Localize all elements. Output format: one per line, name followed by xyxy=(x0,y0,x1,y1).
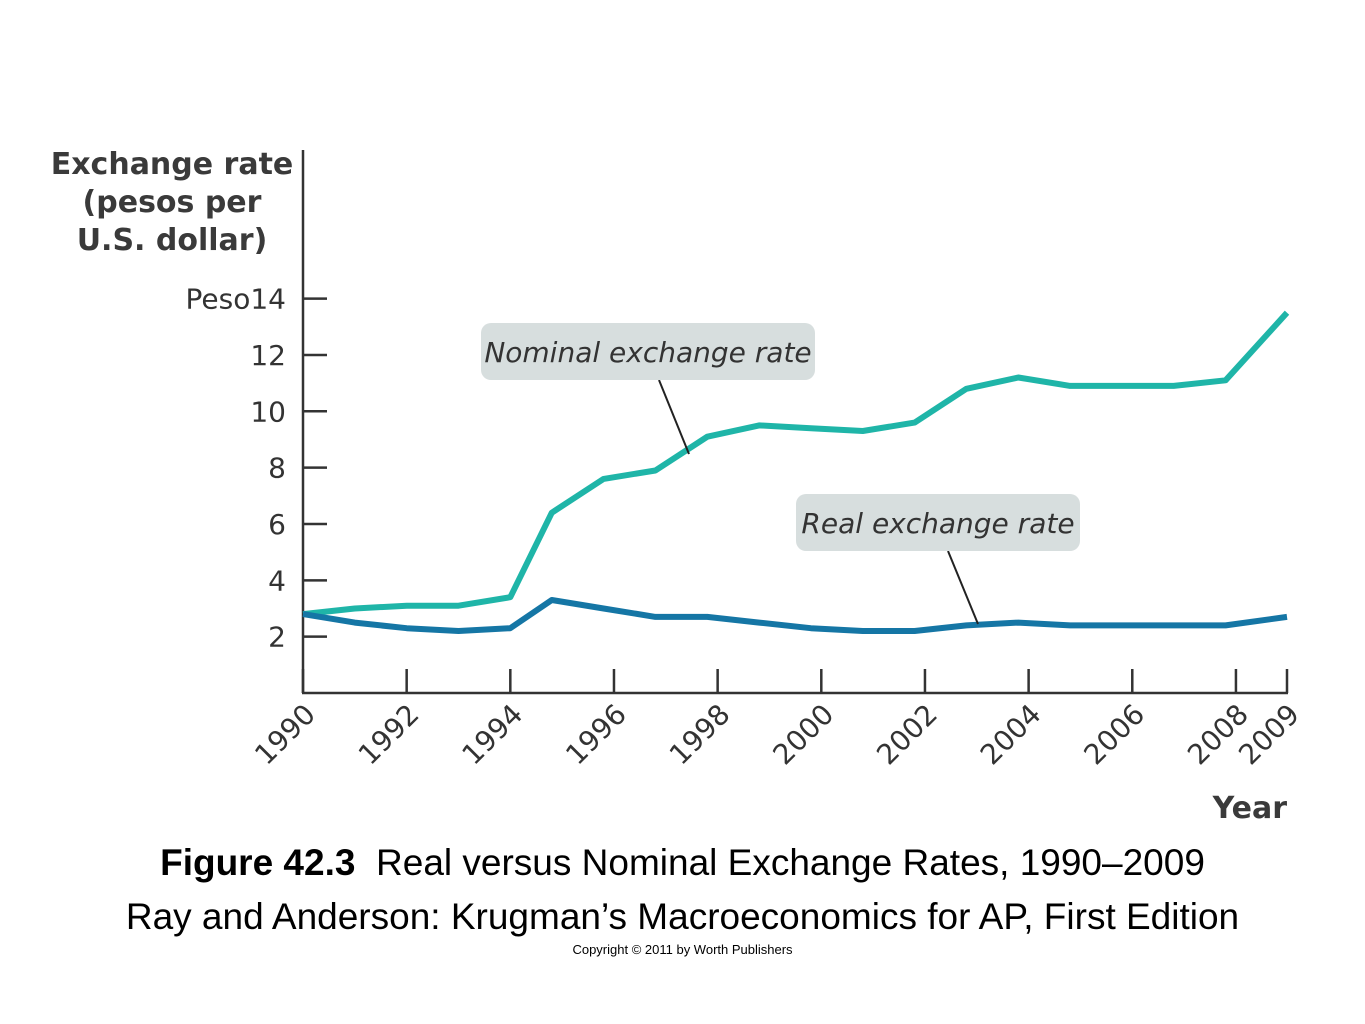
y-ticks: Peso14 12 10 8 6 4 2 xyxy=(186,283,327,654)
figure-title: Real versus Nominal Exchange Rates, 1990… xyxy=(376,842,1205,883)
x-tick-label: 1998 xyxy=(663,698,737,772)
figure-caption: Figure 42.3 Real versus Nominal Exchange… xyxy=(0,842,1365,884)
y-axis-title-line-2: (pesos per xyxy=(83,185,262,220)
nominal-callout: Nominal exchange rate xyxy=(481,323,815,455)
y-axis-title-line-1: Exchange rate xyxy=(51,147,294,182)
nominal-callout-leader xyxy=(658,379,690,455)
real-callout-box xyxy=(796,494,1080,551)
y-tick-label: 10 xyxy=(250,395,286,428)
real-exchange-rate-line xyxy=(302,597,1288,634)
x-tick-label: 1990 xyxy=(248,698,322,772)
x-tick-label: 1994 xyxy=(456,698,530,772)
x-tick-label: 1996 xyxy=(559,698,633,772)
figure-source: Ray and Anderson: Krugman’s Macroeconomi… xyxy=(125,896,1240,937)
x-axis-title: Year xyxy=(1212,791,1288,826)
x-tick-label: 2006 xyxy=(1078,698,1152,772)
y-tick-label: 4 xyxy=(268,564,286,597)
figure-number: Figure 42.3 xyxy=(160,842,356,883)
copyright-notice: Copyright © 2011 by Worth Publishers xyxy=(572,942,793,957)
real-callout-leader xyxy=(947,550,979,625)
x-tick-label: 2004 xyxy=(974,698,1048,772)
exchange-rate-chart: Exchange rate (pesos per U.S. dollar) Pe… xyxy=(51,147,1306,826)
nominal-exchange-rate-line xyxy=(302,310,1290,618)
nominal-callout-box xyxy=(481,323,815,380)
x-tick-label: 2002 xyxy=(870,698,944,772)
series-layer xyxy=(302,310,1290,634)
x-tick-label: 2009 xyxy=(1232,698,1306,772)
y-tick-label: 12 xyxy=(250,339,286,372)
nominal-callout-label: Nominal exchange rate xyxy=(484,336,811,369)
x-ticks: 1990 1992 1994 1996 1998 2000 2002 2004 2006 2008… xyxy=(248,669,1306,771)
real-callout: Real exchange rate xyxy=(796,494,1080,625)
y-tick-label: 8 xyxy=(268,452,286,485)
y-axis-title-line-3: U.S. dollar) xyxy=(77,223,268,258)
y-tick-label: 2 xyxy=(268,621,286,654)
y-tick-label: Peso14 xyxy=(186,283,286,316)
x-tick-label: 1992 xyxy=(352,698,426,772)
real-callout-label: Real exchange rate xyxy=(801,507,1074,540)
y-tick-label: 6 xyxy=(268,508,286,541)
x-tick-label: 2000 xyxy=(767,698,841,772)
